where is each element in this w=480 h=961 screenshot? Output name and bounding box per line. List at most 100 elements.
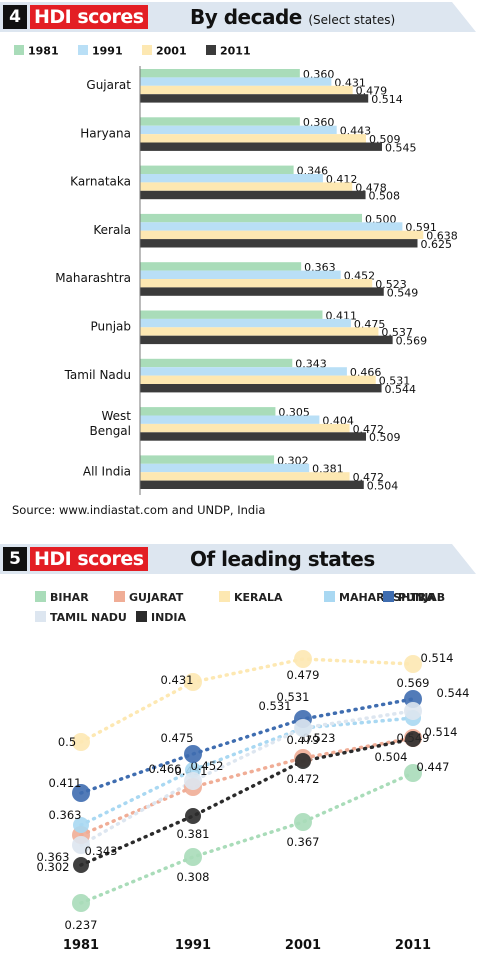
bar bbox=[140, 230, 424, 240]
bar-value-label: 0.508 bbox=[369, 190, 401, 203]
bar bbox=[140, 375, 376, 384]
bar bbox=[140, 279, 373, 288]
bar-value-label: 0.625 bbox=[421, 238, 453, 251]
point-label: 0.523 bbox=[303, 731, 336, 745]
category-label: West bbox=[101, 409, 131, 423]
bar bbox=[140, 432, 366, 441]
bar bbox=[140, 472, 350, 481]
data-point bbox=[184, 673, 202, 691]
panel-number: 4 bbox=[3, 5, 27, 29]
x-tick-label: 1991 bbox=[175, 938, 211, 953]
data-point bbox=[294, 650, 312, 668]
legend-label: INDIA bbox=[151, 611, 187, 624]
point-label: 0.452 bbox=[191, 759, 224, 773]
point-label: 0.504 bbox=[375, 750, 408, 764]
bar bbox=[140, 384, 382, 393]
bar bbox=[140, 358, 293, 368]
bar-value-label: 0.504 bbox=[367, 480, 399, 493]
data-point bbox=[184, 848, 202, 866]
point-label: 0.363 bbox=[49, 808, 82, 822]
category-label: Tamil Nadu bbox=[64, 368, 131, 382]
bar bbox=[140, 455, 275, 464]
data-point bbox=[404, 702, 422, 720]
bar bbox=[140, 270, 341, 279]
point-label: 0.447 bbox=[417, 760, 450, 774]
series-line bbox=[79, 709, 415, 847]
bar bbox=[140, 85, 353, 95]
bar bbox=[140, 94, 369, 103]
point-label: 0.237 bbox=[65, 918, 98, 932]
point-label: 0.514 bbox=[421, 651, 454, 665]
series-line bbox=[79, 657, 415, 744]
bar bbox=[140, 415, 320, 424]
point-label: 0.475 bbox=[161, 731, 194, 745]
legend-label: PUNJAB bbox=[398, 591, 445, 604]
bar bbox=[140, 69, 300, 78]
data-point bbox=[404, 764, 422, 782]
point-label: 0.472 bbox=[287, 772, 320, 786]
point-label: 0.479 bbox=[287, 668, 320, 682]
bar bbox=[140, 423, 350, 433]
legend-label: GUJARAT bbox=[129, 591, 184, 604]
line-chart: BIHARGUJARATKERALAMAHARASHTRAPUNJABTAMIL… bbox=[35, 591, 469, 953]
bar bbox=[140, 318, 351, 328]
data-point bbox=[294, 719, 312, 737]
source-note: Source: www.indiastat.com and UNDP, Indi… bbox=[12, 503, 266, 517]
data-point bbox=[184, 745, 202, 763]
bar bbox=[140, 125, 337, 135]
category-label: Kerala bbox=[93, 223, 131, 237]
panel-title-text: By decade bbox=[190, 5, 302, 29]
data-point bbox=[73, 817, 89, 833]
point-label: 0.411 bbox=[49, 776, 82, 790]
bar bbox=[140, 77, 332, 86]
legend-label: 2001 bbox=[156, 45, 187, 58]
legend-swatch bbox=[136, 611, 147, 622]
point-label: 0.5 bbox=[58, 735, 76, 749]
legend-swatch bbox=[219, 591, 230, 602]
panel-subtitle: (Select states) bbox=[308, 13, 396, 27]
point-label: 0.363 bbox=[37, 850, 70, 864]
data-point bbox=[72, 894, 90, 912]
bar bbox=[140, 182, 353, 191]
point-label: 0.431 bbox=[161, 673, 194, 687]
legend-swatch bbox=[324, 591, 335, 602]
bar bbox=[140, 117, 300, 126]
bar-value-label: 0.549 bbox=[387, 286, 419, 299]
bar bbox=[140, 174, 323, 183]
category-label: Bengal bbox=[89, 424, 131, 438]
legend-swatch bbox=[206, 45, 216, 55]
category-label: Gujarat bbox=[86, 78, 131, 92]
panel-number: 5 bbox=[3, 547, 27, 571]
bar bbox=[140, 287, 384, 296]
panel-title: Of leading states bbox=[190, 547, 375, 571]
point-label: 0.569 bbox=[397, 676, 430, 690]
legend-swatch bbox=[142, 45, 152, 55]
legend-swatch bbox=[78, 45, 88, 55]
bar-value-label: 0.638 bbox=[426, 230, 458, 243]
x-tick-label: 1981 bbox=[63, 938, 99, 953]
category-label: Karnataka bbox=[70, 175, 131, 189]
bar bbox=[140, 335, 393, 345]
data-point bbox=[185, 808, 201, 824]
bar bbox=[140, 262, 302, 271]
legend-label: TAMIL NADU bbox=[50, 611, 127, 624]
bar bbox=[140, 327, 379, 336]
bar bbox=[140, 213, 362, 223]
bar bbox=[140, 463, 310, 473]
bar-chart: 1981 1991 2001 2011Gujarat0.3600.4310.4790.… bbox=[14, 45, 458, 495]
legend-label: KERALA bbox=[234, 591, 283, 604]
bar bbox=[140, 239, 418, 248]
bar bbox=[140, 367, 347, 376]
point-label: 0.479 bbox=[287, 733, 320, 747]
point-label: 0.466 bbox=[149, 762, 182, 776]
legend-label: 1981 bbox=[28, 45, 59, 58]
data-point bbox=[294, 813, 312, 831]
legend-swatch bbox=[35, 591, 46, 602]
point-label: 0.381 bbox=[177, 827, 210, 841]
data-point bbox=[295, 753, 311, 769]
point-label: 0.531 bbox=[259, 699, 292, 713]
category-label: Maharashtra bbox=[55, 271, 131, 285]
data-point bbox=[405, 731, 421, 747]
data-point bbox=[72, 836, 90, 854]
series-line bbox=[79, 737, 415, 867]
